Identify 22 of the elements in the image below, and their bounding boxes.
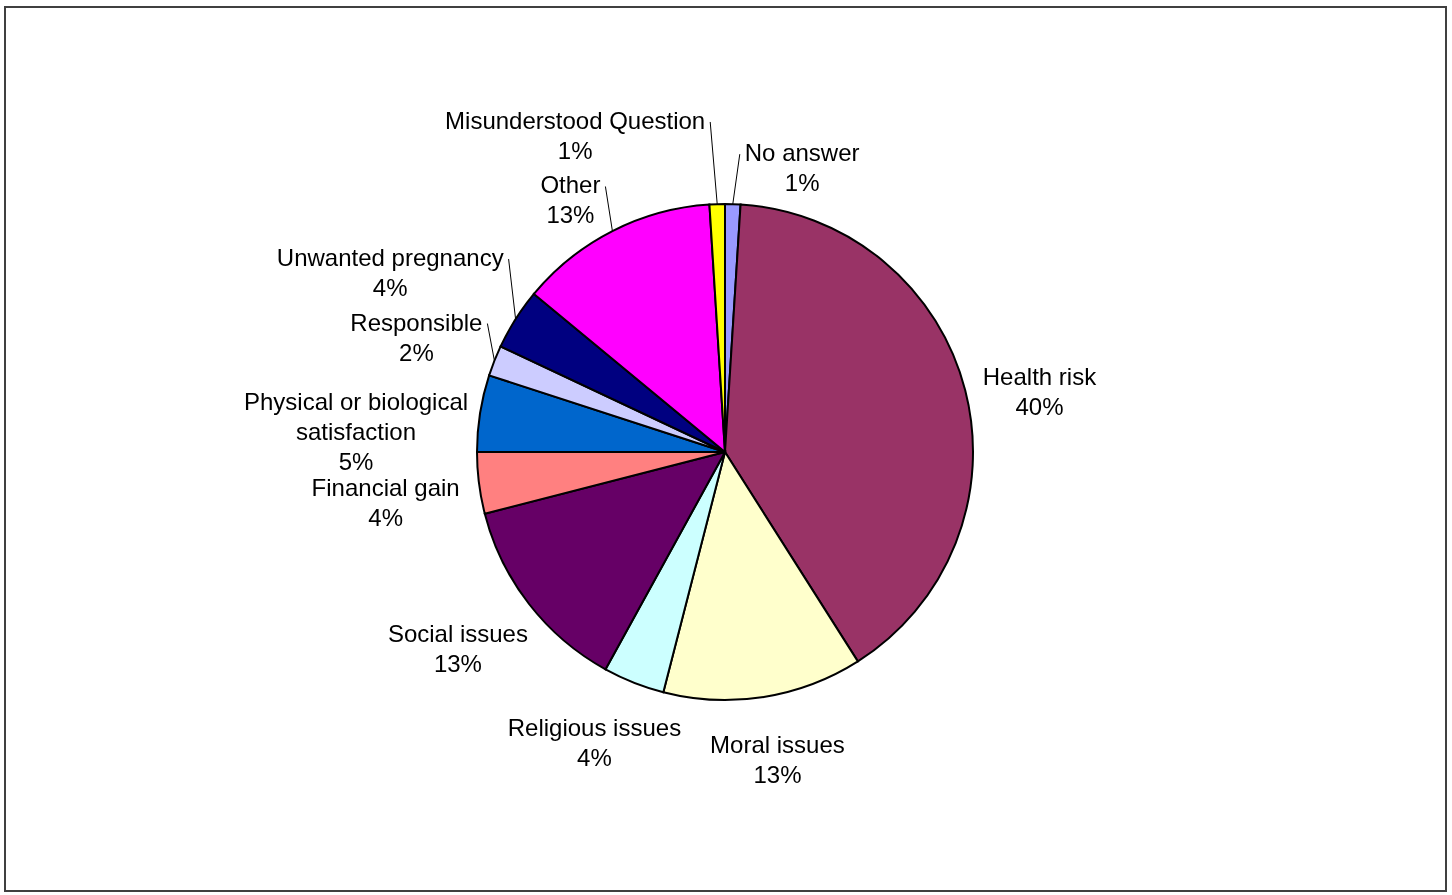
data-label: 4%: [577, 744, 612, 772]
data-label: 13%: [546, 201, 595, 229]
slice-label: Religious issues: [507, 714, 682, 742]
data-label: 13%: [433, 649, 482, 677]
data-label: 2%: [399, 338, 434, 366]
data-label: 4%: [372, 274, 408, 302]
slice-label: No answer: [744, 139, 860, 167]
slice-label: Social issues: [387, 619, 528, 647]
data-label: 1%: [784, 169, 820, 197]
slice-label: Financial gain: [311, 474, 460, 502]
data-label: 1%: [557, 136, 593, 164]
data-label: 5%: [338, 448, 374, 476]
slice-label: Unwanted pregnancy: [276, 244, 504, 272]
slice-label: Health risk: [982, 362, 1098, 390]
data-label: 13%: [753, 761, 802, 789]
data-label: 40%: [1015, 392, 1064, 420]
slice-label: Responsible: [350, 308, 483, 336]
slice-label: Misunderstood Question: [445, 106, 706, 134]
data-label: 4%: [368, 504, 404, 532]
slice-label: Physical or biological satisfaction: [243, 388, 469, 446]
slice-label: Moral issues: [710, 731, 845, 759]
slice-label: Other: [540, 171, 601, 199]
